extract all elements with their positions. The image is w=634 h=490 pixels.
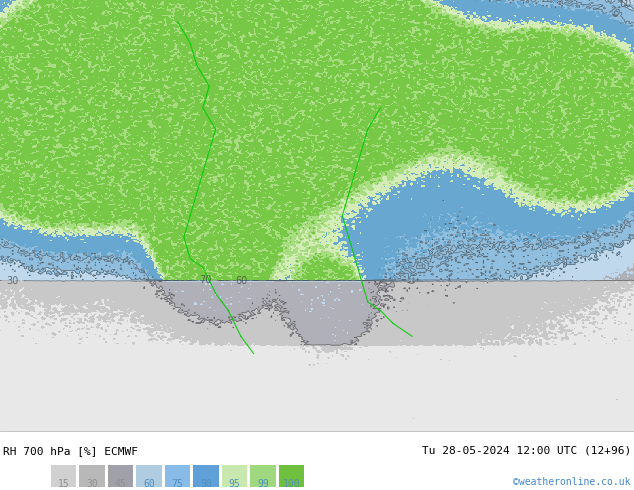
Text: 60: 60 (236, 276, 248, 286)
Text: Tu 28-05-2024 12:00 UTC (12+96): Tu 28-05-2024 12:00 UTC (12+96) (422, 446, 631, 456)
Text: 60: 60 (619, 0, 631, 9)
FancyBboxPatch shape (51, 465, 76, 487)
Text: 30: 30 (6, 275, 19, 286)
FancyBboxPatch shape (250, 465, 276, 487)
FancyBboxPatch shape (193, 465, 219, 487)
Text: RH 700 hPa [%] ECMWF: RH 700 hPa [%] ECMWF (3, 446, 138, 456)
FancyBboxPatch shape (136, 465, 162, 487)
Text: 70: 70 (200, 275, 212, 286)
FancyBboxPatch shape (222, 465, 247, 487)
Text: 99: 99 (257, 479, 269, 489)
FancyBboxPatch shape (79, 465, 105, 487)
Text: 15: 15 (58, 479, 69, 489)
Text: ©weatheronline.co.uk: ©weatheronline.co.uk (514, 477, 631, 487)
Text: 75: 75 (172, 479, 183, 489)
FancyBboxPatch shape (108, 465, 133, 487)
Text: 30: 30 (86, 479, 98, 489)
Text: 30: 30 (378, 279, 390, 292)
Text: 45: 45 (115, 479, 126, 489)
Text: 60: 60 (143, 479, 155, 489)
Text: 90: 90 (200, 479, 212, 489)
FancyBboxPatch shape (279, 465, 304, 487)
Text: 95: 95 (229, 479, 240, 489)
FancyBboxPatch shape (165, 465, 190, 487)
Text: 70: 70 (605, 4, 621, 19)
Text: 100: 100 (283, 479, 301, 489)
